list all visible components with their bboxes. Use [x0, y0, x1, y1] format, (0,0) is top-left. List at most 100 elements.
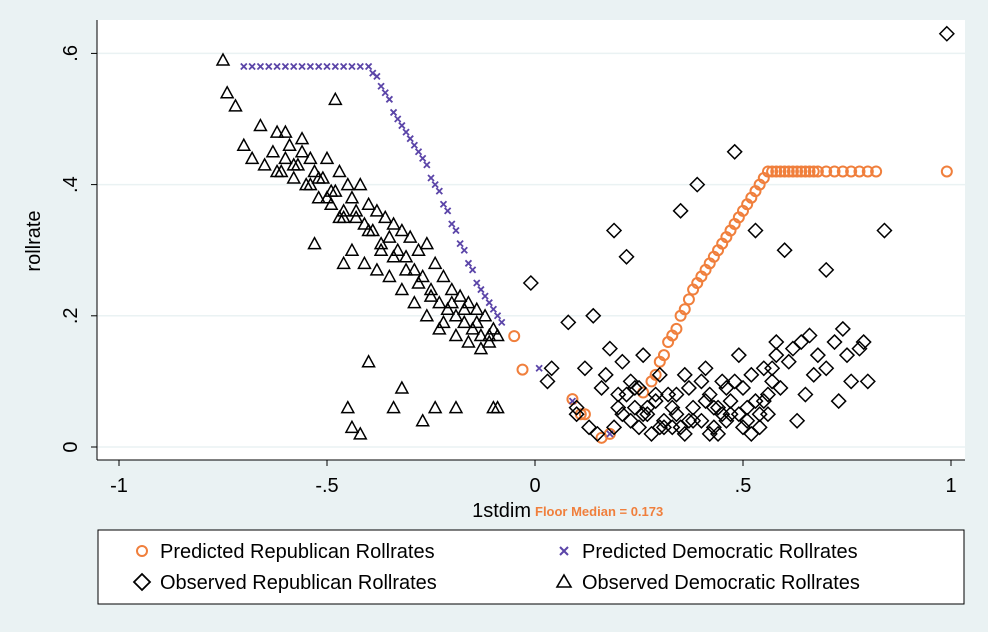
point-observed-republican	[618, 248, 635, 265]
point-observed-democratic	[473, 327, 489, 342]
point-observed-republican	[593, 379, 610, 397]
point-observed-republican	[597, 366, 614, 383]
point-predicted-democratic	[439, 200, 448, 208]
point-predicted-democratic	[489, 305, 498, 313]
point-observed-democratic	[336, 255, 351, 270]
point-observed-democratic	[419, 308, 435, 322]
point-observed-republican	[589, 425, 606, 442]
point-observed-republican	[764, 373, 781, 390]
point-predicted-republican	[761, 165, 774, 178]
point-observed-republican	[776, 242, 793, 259]
point-predicted-democratic	[315, 62, 323, 71]
point-observed-democratic	[490, 327, 505, 342]
point-predicted-republican	[811, 165, 824, 178]
x-tick-label: .5	[735, 475, 752, 497]
point-observed-democratic	[448, 327, 464, 342]
point-predicted-democratic	[377, 82, 385, 90]
point-observed-republican	[818, 360, 835, 377]
point-predicted-democratic	[485, 299, 493, 307]
point-observed-democratic	[415, 268, 430, 283]
legend: Predicted Republican Rollrates Predicted…	[97, 529, 965, 605]
point-observed-republican	[876, 222, 893, 239]
point-observed-republican	[676, 366, 693, 383]
point-observed-republican	[664, 399, 681, 416]
point-predicted-republican	[836, 165, 849, 178]
point-observed-republican	[576, 360, 593, 377]
point-observed-democratic	[369, 262, 385, 276]
point-observed-republican	[859, 373, 876, 390]
point-observed-republican	[680, 412, 697, 429]
point-observed-democratic	[257, 157, 272, 171]
point-observed-republican	[622, 412, 639, 429]
point-predicted-democratic	[331, 62, 339, 71]
point-observed-democratic	[432, 295, 447, 309]
point-predicted-democratic	[498, 318, 506, 326]
point-predicted-republican	[774, 165, 787, 178]
point-observed-democratic	[377, 209, 393, 224]
point-observed-republican	[801, 327, 818, 344]
point-observed-republican	[639, 406, 656, 423]
point-observed-democratic	[469, 314, 485, 329]
grid	[97, 52, 965, 448]
point-predicted-republican	[670, 322, 683, 335]
point-observed-democratic	[265, 144, 281, 158]
point-predicted-democratic	[240, 62, 248, 71]
point-predicted-democratic	[427, 174, 435, 182]
point-observed-democratic	[427, 400, 443, 414]
point-observed-republican	[585, 307, 602, 324]
point-observed-republican	[705, 419, 722, 436]
point-predicted-republican	[578, 408, 591, 421]
point-observed-republican	[751, 419, 768, 436]
point-observed-democratic	[236, 137, 252, 151]
point-observed-republican	[560, 314, 577, 331]
point-observed-democratic	[307, 163, 322, 178]
point-observed-democratic	[357, 255, 372, 270]
point-observed-democratic	[294, 144, 310, 158]
point-observed-democratic	[286, 157, 301, 171]
point-observed-democratic	[394, 380, 410, 394]
point-observed-republican	[726, 143, 743, 160]
x-tick-label: -1	[110, 475, 128, 497]
y-tick-label: .4	[60, 176, 82, 193]
x-tick-label: -.5	[315, 475, 338, 497]
point-observed-democratic	[373, 236, 389, 250]
legend-x-marker	[559, 546, 569, 556]
point-observed-democratic	[269, 163, 285, 178]
point-observed-democratic	[319, 150, 335, 165]
point-observed-democratic	[278, 124, 293, 138]
point-predicted-democratic	[431, 180, 439, 189]
point-predicted-democratic	[477, 285, 485, 294]
point-observed-republican	[635, 406, 652, 423]
legend-label-observed-democratic: Observed Democratic Rollrates	[582, 572, 860, 594]
x-axis-ticks: -1 -.5 0 .5 1	[110, 460, 957, 497]
point-observed-democratic	[436, 314, 451, 329]
point-observed-republican	[789, 412, 806, 429]
point-predicted-republican	[799, 165, 812, 178]
point-observed-democratic	[361, 222, 376, 237]
point-observed-republican	[697, 360, 714, 377]
point-predicted-democratic	[298, 62, 306, 71]
point-observed-republican	[639, 399, 656, 416]
point-observed-democratic	[307, 236, 322, 250]
point-observed-republican	[705, 399, 722, 416]
point-observed-democratic	[407, 262, 422, 276]
point-observed-democratic	[398, 249, 414, 263]
point-observed-republican	[855, 333, 872, 351]
point-observed-democratic	[444, 281, 460, 296]
point-observed-republican	[676, 425, 693, 442]
point-observed-democratic	[423, 288, 439, 302]
point-observed-democratic	[386, 216, 401, 230]
point-observed-democratic	[461, 295, 476, 309]
point-predicted-democratic	[381, 89, 389, 97]
point-observed-democratic	[361, 354, 376, 368]
point-observed-democratic	[348, 209, 364, 224]
point-observed-democratic	[319, 190, 335, 204]
point-observed-republican	[568, 406, 585, 423]
point-observed-democratic	[411, 275, 426, 289]
point-predicted-democratic	[456, 240, 464, 248]
point-predicted-republican	[770, 165, 783, 178]
y-tick-label: .6	[60, 45, 82, 62]
point-observed-democratic	[402, 229, 418, 243]
point-observed-republican	[614, 353, 631, 370]
